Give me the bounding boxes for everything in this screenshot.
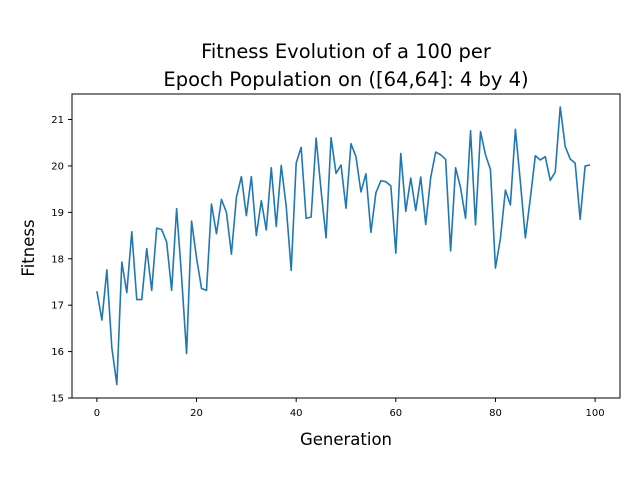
chart-title-line-2: Epoch Population on ([64,64]: 4 by 4) — [163, 68, 528, 91]
y-tick-label: 16 — [51, 347, 64, 358]
y-tick-label: 20 — [51, 161, 64, 172]
y-tick-label: 21 — [51, 115, 64, 126]
x-tick-label: 40 — [290, 408, 303, 419]
x-axis-label: Generation — [300, 430, 392, 449]
x-tick-label: 100 — [586, 408, 605, 419]
chart-title-line-1: Fitness Evolution of a 100 per — [201, 40, 492, 63]
x-tick-label: 60 — [389, 408, 402, 419]
plot-area: 0 20 40 60 80 100 15 16 17 18 19 20 21 — [51, 93, 621, 419]
plot-frame — [71, 93, 621, 399]
x-tick-label: 0 — [94, 408, 100, 419]
fitness-series-line — [96, 106, 591, 386]
y-tick-label: 19 — [51, 208, 64, 219]
y-tick-label: 17 — [51, 301, 64, 312]
y-axis-label: Fitness — [19, 219, 38, 276]
y-tick-label: 15 — [51, 394, 64, 405]
x-tick-label: 80 — [489, 408, 502, 419]
y-tick-label: 18 — [51, 254, 64, 265]
x-tick-label: 20 — [190, 408, 203, 419]
